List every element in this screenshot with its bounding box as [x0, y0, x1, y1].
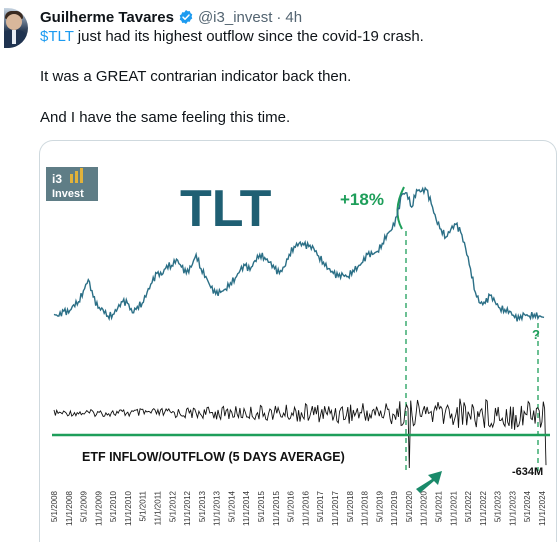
tweet-header: Guilherme Tavares @i3_invest · 4h	[40, 7, 302, 27]
x-tick-label: 5/1/2011	[139, 490, 148, 521]
chart-title: TLT	[180, 180, 272, 238]
avatar-shirt	[12, 30, 16, 44]
tweet-time[interactable]: 4h	[285, 8, 303, 26]
x-tick-label: 5/1/2018	[346, 490, 355, 522]
i3-invest-logo: i3 Invest	[46, 167, 98, 201]
x-tick-label: 5/1/2015	[257, 490, 266, 522]
x-tick-label: 11/1/2023	[508, 490, 517, 526]
tweet-text-line-3: And I have the same feeling this time.	[40, 109, 291, 126]
x-tick-label: 5/1/2013	[198, 490, 207, 522]
x-tick-label: 5/1/2014	[228, 490, 237, 522]
x-tick-label: 11/1/2024	[538, 490, 547, 526]
tweet-text-line-2: It was a GREAT contrarian indicator back…	[40, 68, 352, 85]
logo-text-bottom: Invest	[52, 188, 84, 200]
x-tick-label: 5/1/2012	[168, 490, 177, 522]
author-handle[interactable]: @i3_invest	[197, 8, 273, 26]
x-tick-label: 11/1/2013	[213, 490, 222, 526]
x-tick-label: 5/1/2021	[435, 490, 444, 522]
flow-label: ETF INFLOW/OUTFLOW (5 DAYS AVERAGE)	[82, 450, 345, 464]
x-tick-label: 11/1/2009	[94, 490, 103, 526]
x-tick-label: 11/1/2008	[65, 490, 74, 526]
avatar-face	[6, 14, 22, 30]
x-tick-label: 5/1/2024	[523, 490, 532, 522]
x-tick-label: 5/1/2016	[287, 490, 296, 522]
x-tick-label: 5/1/2019	[375, 490, 384, 522]
etf-flow-line	[53, 398, 547, 469]
x-tick-label: 11/1/2016	[301, 490, 310, 526]
tlt-price-line	[53, 186, 545, 322]
flow-min-label: -634M	[512, 466, 543, 478]
x-tick-label: 5/1/2020	[405, 490, 414, 522]
x-tick-label: 11/1/2019	[390, 490, 399, 526]
x-tick-label: 11/1/2020	[420, 490, 429, 526]
x-tick-label: 5/1/2008	[50, 490, 59, 522]
x-tick-label: 5/1/2009	[80, 490, 89, 522]
x-tick-label: 5/1/2022	[464, 490, 473, 522]
tweet-text-line-1: $TLT just had its highest outflow since …	[40, 28, 424, 45]
tweet-text-rest: just had its highest outflow since the c…	[73, 28, 424, 45]
x-tick-label: 5/1/2023	[494, 490, 503, 522]
x-tick-label: 11/1/2011	[154, 490, 163, 525]
x-axis-ticks: 5/1/2008 11/1/2008 5/1/2009 11/1/2009 5/1/20…	[50, 490, 547, 526]
x-tick-label: 11/1/2018	[361, 490, 370, 526]
x-tick-label: 5/1/2010	[109, 490, 118, 522]
x-tick-label: 11/1/2015	[272, 490, 281, 526]
tlt-price-series	[53, 186, 545, 322]
x-tick-label: 11/1/2022	[479, 490, 488, 526]
x-tick-label: 11/1/2021	[449, 490, 458, 526]
etf-flow-series	[53, 398, 547, 469]
avatar-suit	[4, 30, 28, 48]
x-tick-label: 11/1/2017	[331, 490, 340, 526]
verified-badge-icon	[179, 10, 193, 24]
x-tick-label: 11/1/2010	[124, 490, 133, 526]
cashtag-link[interactable]: $TLT	[40, 28, 74, 45]
author-name[interactable]: Guilherme Tavares	[40, 8, 174, 26]
question-annotation: ?	[532, 327, 540, 342]
outflow-arrow-icon	[416, 471, 442, 493]
x-tick-label: 5/1/2017	[316, 490, 325, 522]
header-separator: ·	[276, 8, 282, 26]
author-avatar[interactable]	[4, 8, 28, 48]
tweet-media-chart[interactable]: i3 Invest TLT +18% ? ETF INFLOW/OUTFLOW …	[39, 140, 557, 542]
logo-text-top: i3	[52, 172, 62, 186]
x-tick-label: 11/1/2014	[242, 490, 251, 526]
x-tick-label: 11/1/2012	[183, 490, 192, 526]
gain-annotation: +18%	[340, 190, 384, 209]
tlt-chart: i3 Invest TLT +18% ? ETF INFLOW/OUTFLOW …	[46, 167, 550, 526]
